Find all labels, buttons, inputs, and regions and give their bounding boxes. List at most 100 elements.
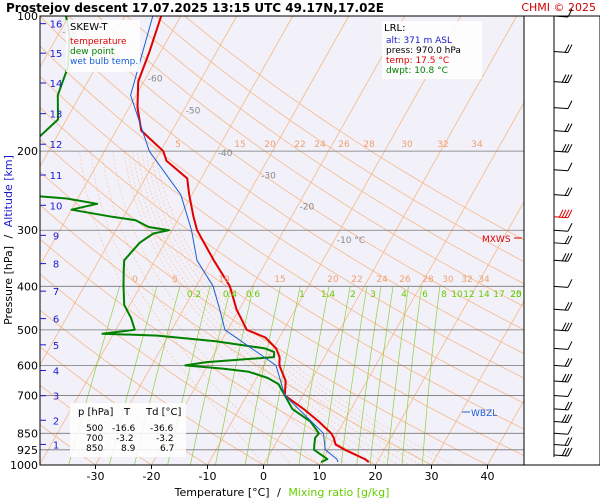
wind-barb-flag bbox=[567, 187, 573, 196]
x-tick-label: 10 bbox=[313, 470, 327, 483]
mixing-ratio-label: 20 bbox=[510, 290, 522, 300]
mixing-ratio-line bbox=[244, 286, 281, 465]
table-row-2-td: -3.2 bbox=[156, 434, 174, 444]
mixing-ratio-label: 4 bbox=[401, 290, 407, 300]
altitude-tick-label: 3 bbox=[53, 392, 59, 403]
altitude-tick-label: 8 bbox=[53, 260, 59, 271]
isotherm-label: -40 bbox=[218, 149, 233, 159]
wind-barb-flag bbox=[561, 373, 567, 383]
theta-label: 34 bbox=[478, 275, 490, 285]
theta-label: 28 bbox=[422, 275, 434, 285]
wind-barb bbox=[553, 51, 569, 54]
legend-dewpoint: dew point bbox=[70, 47, 115, 57]
dry-adiabat-line bbox=[155, 16, 524, 263]
x-tick-label: -20 bbox=[143, 470, 161, 483]
lrl-alt: alt: 371 m ASL bbox=[386, 36, 452, 46]
mixing-ratio-label: 10 bbox=[451, 290, 463, 300]
table-header-td: Td [°C] bbox=[145, 407, 182, 418]
dry-adiabat-line bbox=[40, 75, 524, 404]
isotherm-line bbox=[95, 16, 350, 465]
moist-adiabat-line bbox=[123, 151, 377, 465]
dry-adiabat-line bbox=[40, 273, 321, 465]
wind-barb-flag bbox=[567, 322, 573, 332]
mixing-ratio-label: 8 bbox=[441, 290, 447, 300]
dry-adiabat-line bbox=[68, 16, 524, 331]
theta-label: 20 bbox=[264, 140, 276, 150]
dry-adiabat-line bbox=[40, 45, 524, 379]
theta-label: 28 bbox=[363, 140, 375, 150]
wind-barb-flag bbox=[561, 447, 567, 457]
legend-title: SKEW-T bbox=[70, 22, 108, 33]
altitude-tick-label: 2 bbox=[53, 416, 59, 427]
theta-label: 34 bbox=[471, 140, 483, 150]
wind-barb bbox=[553, 285, 569, 288]
wind-barb-flag bbox=[567, 162, 573, 171]
x-axis-temperature-label: Temperature [°C] bbox=[174, 486, 270, 499]
wind-barb-flag bbox=[567, 373, 573, 383]
x-axis-mixing-label: Mixing ratio [g/kg] bbox=[288, 486, 389, 499]
wind-barb-flag bbox=[564, 358, 570, 367]
isotherm-label: -10 °C bbox=[337, 236, 365, 246]
theta-label: 15 bbox=[234, 140, 245, 150]
mxws-label: MXWS bbox=[482, 235, 511, 245]
isotherm-line bbox=[431, 300, 524, 465]
wind-panel-frame bbox=[523, 15, 600, 466]
wind-barb-flag bbox=[561, 414, 567, 423]
wind-barb-flag bbox=[564, 373, 570, 383]
wind-barb bbox=[553, 216, 569, 219]
wind-barb-flag bbox=[561, 143, 567, 153]
mixing-ratio-label: 3 bbox=[370, 290, 376, 300]
wind-barb bbox=[553, 364, 569, 367]
moist-adiabat-line bbox=[101, 151, 320, 465]
x-tick-label: 20 bbox=[369, 470, 383, 483]
mixing-ratio-line bbox=[322, 286, 351, 465]
wind-barb-flag bbox=[567, 426, 573, 435]
altitude-tick-label: 9 bbox=[53, 231, 59, 242]
pressure-tick-label: 850 bbox=[17, 427, 38, 440]
x-tick-label: 40 bbox=[481, 470, 495, 483]
mixing-ratio-line bbox=[386, 286, 409, 465]
wind-barb-flag bbox=[564, 74, 570, 83]
theta-label: 0 bbox=[132, 275, 138, 285]
wind-barb-flag bbox=[564, 143, 570, 153]
wind-barb-flag bbox=[564, 322, 570, 332]
wind-barb bbox=[553, 454, 569, 457]
pressure-tick-label: 925 bbox=[17, 444, 38, 457]
wind-barb-flag bbox=[564, 302, 570, 311]
isotherm-label: -60 bbox=[148, 75, 163, 85]
altitude-tick-label: 6 bbox=[53, 315, 59, 326]
pressure-tick-label: 200 bbox=[17, 145, 38, 158]
dry-adiabat-line bbox=[40, 107, 524, 430]
pressure-tick-label: 1000 bbox=[10, 459, 38, 472]
wind-barb-flag bbox=[567, 223, 573, 232]
moist-adiabat-line bbox=[112, 151, 348, 465]
lrl-info-box: LRL: alt: 371 m ASL press: 970.0 hPa tem… bbox=[382, 21, 482, 79]
wind-barb bbox=[553, 408, 569, 411]
wind-barb-flag bbox=[567, 253, 573, 262]
moist-adiabat-line bbox=[79, 151, 264, 465]
theta-label: 22 bbox=[351, 275, 362, 285]
lrl-temp: temp: 17.5 °C bbox=[386, 56, 449, 66]
mixing-ratio-line bbox=[401, 286, 422, 465]
theta-label: 15 bbox=[274, 275, 285, 285]
altitude-tick-label: 16 bbox=[50, 20, 63, 31]
isotherm-line bbox=[0, 16, 13, 465]
wind-barb-flag bbox=[567, 100, 573, 109]
wind-barb-flag bbox=[567, 123, 573, 132]
x-axis-ticks: -30 -20 -10 0 10 20 30 40 bbox=[87, 465, 495, 483]
mixing-ratio-label: 1 bbox=[299, 290, 305, 300]
wind-barb bbox=[553, 81, 569, 84]
y-axis-label: Pressure [hPa] / Altitude [km] bbox=[2, 155, 15, 325]
wind-barb-flag bbox=[567, 235, 573, 245]
data-table: p [hPa] T Td [°C] 500 -16.6 -36.6 700 -3… bbox=[70, 403, 186, 457]
legend-temperature: temperature bbox=[70, 37, 127, 47]
y-axis-pressure-label: Pressure [hPa] bbox=[2, 246, 15, 325]
dry-adiabat-line bbox=[40, 138, 524, 457]
wind-barb bbox=[553, 259, 569, 262]
wind-barb-flag bbox=[564, 209, 570, 218]
wind-barb-flag bbox=[567, 414, 573, 423]
theta-label: 26 bbox=[338, 140, 350, 150]
theta-label: 30 bbox=[442, 275, 454, 285]
lrl-title: LRL: bbox=[384, 23, 405, 34]
